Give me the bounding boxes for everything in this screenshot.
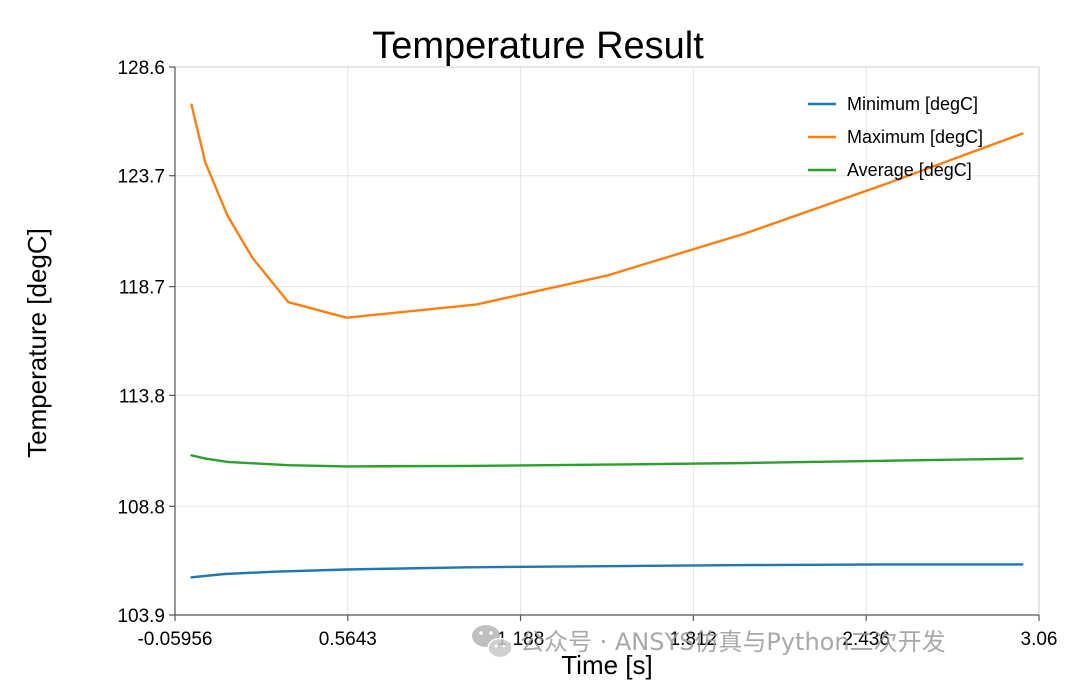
series-line bbox=[190, 454, 1024, 468]
series-lines bbox=[190, 103, 1024, 579]
legend: Minimum [degC] Maximum [degC] Average [deg… bbox=[808, 94, 983, 180]
series-line bbox=[190, 103, 1024, 319]
y-tick-label: 118.7 bbox=[119, 278, 165, 299]
y-tick-label: 103.9 bbox=[117, 606, 165, 627]
legend-label: Average [degC] bbox=[847, 160, 972, 180]
chart-title: Temperature Result bbox=[372, 25, 704, 67]
y-tick-label: 108.8 bbox=[117, 497, 165, 518]
y-axis-label: Temperature [degC] bbox=[22, 228, 52, 458]
watermark: 公众号 · ANSYS仿真与Python二次开发 bbox=[472, 625, 946, 659]
x-tick-label: 2.436 bbox=[842, 629, 890, 650]
series-line bbox=[190, 563, 1024, 579]
y-ticks: 103.9 108.8 113.8 118.7 123.7 128.6 bbox=[117, 58, 175, 627]
grid bbox=[174, 66, 1040, 616]
x-axis-label: Time [s] bbox=[561, 650, 652, 680]
x-tick-label: -0.05956 bbox=[137, 629, 212, 650]
legend-label: Maximum [degC] bbox=[847, 127, 983, 147]
watermark-text: 公众号 · ANSYS仿真与Python二次开发 bbox=[520, 628, 946, 656]
y-tick-label: 123.7 bbox=[117, 167, 165, 188]
y-tick-label: 128.6 bbox=[117, 58, 165, 79]
plot-frame bbox=[174, 66, 1040, 616]
x-tick-label: 3.06 bbox=[1021, 629, 1058, 650]
legend-label: Minimum [degC] bbox=[847, 94, 978, 114]
wechat-icon bbox=[472, 625, 513, 659]
x-tick-label: 0.5643 bbox=[319, 629, 377, 650]
x-tick-label: 1.812 bbox=[670, 629, 718, 650]
y-tick-label: 113.8 bbox=[119, 386, 165, 407]
